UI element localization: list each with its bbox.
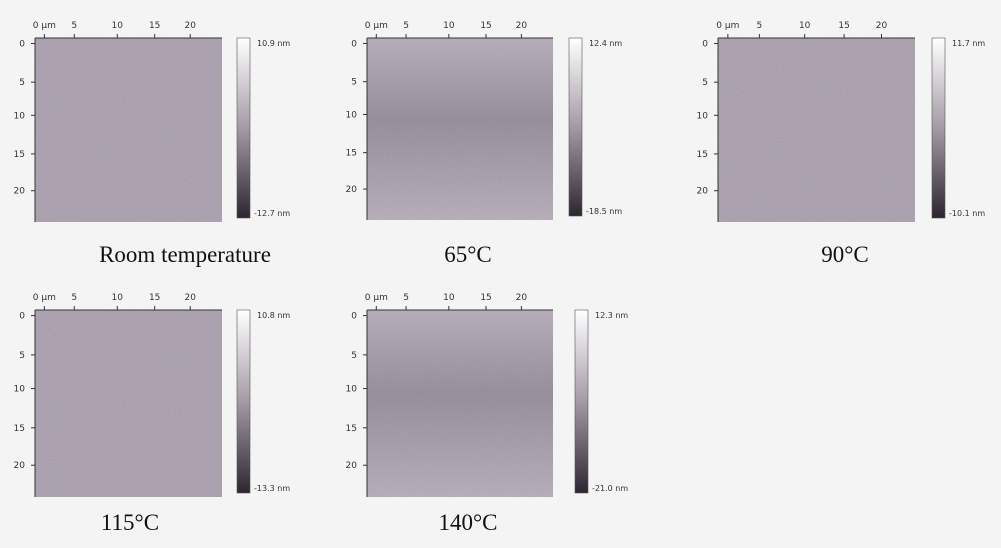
y-tick-label: 15	[14, 424, 25, 434]
colorbar	[574, 309, 589, 494]
x-tick-label: 20	[184, 21, 196, 31]
colorbar-max: 11.7 nm	[952, 39, 985, 48]
afm-panel: 0 µm 5 10 15 20 0 5 10 15 20 10.8 nm -13.3 nm 115°C	[14, 293, 291, 535]
x-tick-label: 10	[112, 293, 124, 303]
x-tick-label: 20	[516, 293, 528, 303]
colorbar	[236, 37, 251, 219]
y-tick-label: 15	[346, 424, 357, 434]
caption: Room temperature	[99, 242, 271, 267]
x-tick-label: 15	[480, 293, 491, 303]
afm-panel: 0 µm 5 10 15 20 0 5 10 15 20 12.4 nm -18.5 nm 65°C	[346, 21, 623, 267]
x-tick-label: 15	[480, 21, 491, 31]
x-tick-label: 0 µm	[365, 293, 388, 303]
y-tick-label: 20	[697, 187, 709, 197]
x-tick-label: 10	[443, 21, 455, 31]
colorbar-min: -18.5 nm	[586, 207, 622, 216]
caption: 115°C	[101, 510, 159, 535]
y-tick-label: 20	[14, 187, 26, 197]
y-tick-label: 5	[351, 351, 357, 361]
colorbar-min: -21.0 nm	[592, 484, 628, 493]
banding	[367, 310, 553, 497]
y-tick-label: 0	[19, 40, 25, 50]
x-tick-label: 10	[112, 21, 124, 31]
colorbar-max: 10.8 nm	[257, 311, 290, 320]
colorbar-max: 12.3 nm	[595, 311, 628, 320]
y-tick-label: 20	[346, 185, 358, 195]
y-tick-label: 10	[14, 385, 26, 395]
colorbar	[931, 37, 946, 219]
x-tick-label: 5	[403, 21, 409, 31]
y-tick-label: 10	[346, 110, 358, 120]
x-tick-label: 5	[403, 293, 409, 303]
x-tick-label: 15	[149, 293, 160, 303]
afm-image	[718, 38, 915, 222]
y-tick-label: 20	[14, 461, 26, 471]
y-tick-label: 20	[346, 461, 358, 471]
x-tick-label: 10	[443, 293, 455, 303]
colorbar-min: -10.1 nm	[949, 209, 985, 218]
y-tick-label: 5	[19, 78, 25, 88]
x-tick-label: 20	[184, 293, 196, 303]
caption: 65°C	[444, 242, 492, 267]
y-tick-label: 0	[351, 312, 357, 322]
x-tick-label: 5	[71, 21, 77, 31]
y-tick-label: 5	[351, 78, 357, 88]
x-tick-label: 15	[838, 21, 849, 31]
caption: 90°C	[821, 242, 869, 267]
banding	[367, 38, 553, 220]
afm-panel: 0 µm 5 10 15 20 0 5 10 15 20 11.7 nm -10.1 nm 90°C	[697, 21, 986, 267]
colorbar-max: 10.9 nm	[257, 39, 290, 48]
x-tick-label: 20	[876, 21, 888, 31]
x-tick-label: 0 µm	[33, 21, 56, 31]
colorbar-max: 12.4 nm	[589, 39, 622, 48]
x-tick-label: 15	[149, 21, 160, 31]
y-tick-label: 5	[702, 78, 708, 88]
colorbar-min: -12.7 nm	[254, 209, 290, 218]
x-tick-label: 20	[516, 21, 528, 31]
y-tick-label: 15	[14, 150, 25, 160]
y-tick-label: 10	[346, 385, 358, 395]
x-tick-label: 5	[757, 21, 763, 31]
y-tick-label: 0	[702, 40, 708, 50]
y-tick-label: 15	[346, 149, 357, 159]
x-tick-label: 0 µm	[33, 293, 56, 303]
afm-image	[35, 38, 222, 222]
y-tick-label: 5	[19, 351, 25, 361]
y-tick-label: 10	[697, 111, 709, 121]
x-tick-label: 0 µm	[365, 21, 388, 31]
y-tick-label: 0	[19, 312, 25, 322]
afm-panel: 0 µm 5 10 15 20 0 5 10 15 20 12.3 nm -21.0 nm 140°C	[346, 293, 629, 535]
colorbar	[236, 309, 251, 494]
y-tick-label: 10	[14, 111, 26, 121]
colorbar	[568, 37, 583, 217]
y-tick-label: 0	[351, 39, 357, 49]
y-tick-label: 15	[697, 150, 708, 160]
afm-panel: 0 µm 5 10 15 20 0 5 10 15 20 10.9 nm -12.7 nm Room t…	[14, 21, 291, 267]
x-tick-label: 5	[71, 293, 77, 303]
x-tick-label: 0 µm	[716, 21, 739, 31]
x-tick-label: 10	[799, 21, 811, 31]
caption: 140°C	[438, 510, 497, 535]
afm-image	[35, 310, 222, 497]
colorbar-min: -13.3 nm	[254, 484, 290, 493]
